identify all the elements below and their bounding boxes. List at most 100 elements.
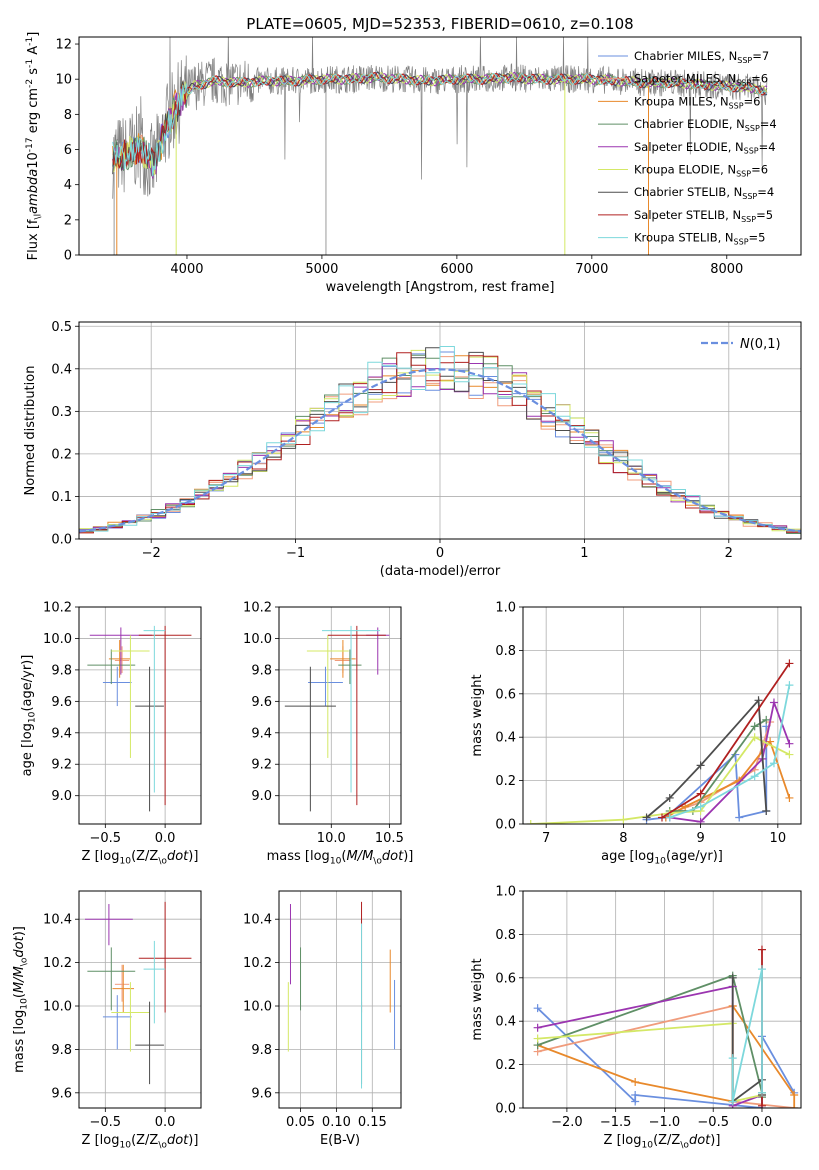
weight-marker-8 [757,965,766,974]
plot-area [287,901,396,1089]
y-tick-label: 0.2 [495,774,516,789]
legend-entry: Kroupa STELIB, NSSP=5 [634,231,765,247]
histogram-series-8 [79,346,801,539]
x-tick-label: 8 [619,831,627,846]
label-run: Kroupa STELIB, N [634,231,734,245]
weight-marker-6 [696,761,705,770]
label-run: Z [log [604,1133,642,1148]
label-run: )] [20,655,35,665]
label-run: ( [12,993,27,998]
label-run: SSP [736,169,751,178]
y-tick-label: 10.2 [43,601,72,616]
weight-marker-7 [785,659,794,668]
weight-marker-4 [769,698,778,707]
plot-area [526,659,794,824]
weight-marker-2 [631,1077,640,1086]
label-run: )] [403,849,413,864]
x-tick-label: −0.5 [90,1115,122,1130]
x-tick-label: −1.0 [649,1115,681,1130]
label-run: Salpeter MILES, N [634,72,736,86]
label-run: SSP [742,192,757,201]
x-tick-label: −0.5 [697,1115,729,1130]
x-axis-label: E(B-V) [320,1133,360,1148]
y-tick-label: 0.0 [51,533,72,548]
label-run: ( [20,706,35,711]
label-run: wavelength [Angstrom, rest frame] [326,280,555,295]
weight-series-8 [731,968,763,1102]
y-tick-label: 9.6 [251,1086,272,1101]
y-tick-label: 9.0 [251,789,272,804]
label-run: 10 [26,152,41,169]
label-run: -2 [25,79,35,88]
weight-marker-8 [769,759,778,768]
weight-marker-7 [696,789,705,798]
label-run: age/yr [20,664,35,706]
label-run: )] [710,1133,720,1148]
x-axis-label: Z [log10(Z/Z\odot)] [604,1133,721,1150]
label-run: SSP [729,101,744,110]
label-run: Chabrier MILES, N [634,49,737,63]
label-run: -1 [25,59,35,68]
legend-entry: Kroupa ELODIE, NSSP=6 [634,163,768,179]
label-run: SSP [745,124,760,133]
label-run: Kroupa MILES, N [634,94,729,108]
label-run: )] [12,926,27,936]
plot-area [284,625,390,812]
weight-marker-4 [696,817,705,824]
label-run: age [log [20,723,35,776]
x-tick-label: 10.5 [375,831,404,846]
y-tick-label: 9.8 [51,1043,72,1058]
label-run: -1 [25,37,35,46]
y-tick-label: 10.0 [243,632,272,647]
legend-entry: Chabrier ELODIE, NSSP=4 [634,117,777,133]
x-axis-label: (data-model)/error [380,564,501,579]
weight-marker-6 [762,806,771,815]
y-tick-label: 12 [55,38,72,53]
weight-marker-5 [526,820,535,824]
label-run: SSP [737,56,752,65]
weight-marker-0 [631,1090,640,1099]
label-run: \o [680,1140,689,1150]
weight-marker-8 [757,1088,766,1097]
x-tick-label: 0.0 [155,1115,176,1130]
weight-marker-8 [728,1054,737,1063]
y-axis-label: Normed distribution [23,366,38,496]
weight-marker-6 [642,813,651,822]
x-tick-label: 0 [436,546,444,561]
label-run: erg cm [26,88,41,137]
label-run: mass weight [470,958,485,1040]
age-vs-metallicity-panel: −0.5 0.09.09.29.49.69.810.010.2Z [log10(Z… [20,601,202,866]
x-tick-label: 2 [725,546,733,561]
x-tick-label: 5000 [305,262,338,277]
y-tick-label: 9.6 [251,695,272,710]
x-tick-label: 1 [580,546,588,561]
legend-entry: N(0,1) [740,337,781,352]
label-run: Flux [f [26,219,41,260]
label-run: =4 [759,140,776,154]
weight-series-0 [536,1007,795,1108]
label-run: A [26,46,41,59]
residuals-panel: −2 −1 0 1 2 0.0 0.1 0.2 0.3 0.4 0.5 (data-model)/er… [23,320,802,579]
weight-marker-5 [533,1034,542,1043]
y-tick-label: 6 [64,143,72,158]
weight-marker-0 [533,1004,542,1013]
weight-marker-7 [757,1101,766,1108]
y-tick-label: 10.2 [243,956,272,971]
age-vs-mass-panel: 10.0 10.5 9.0 9.2 9.4 9.6 9.8 10.0 10.2 mass [log… [243,601,413,867]
x-tick-label: 7 [542,831,550,846]
label-run: (data-model)/error [380,564,501,579]
y-axis-label: mass weight [470,674,485,756]
label-run: age/yr [671,849,713,864]
label-run: SSP [741,215,756,224]
x-tick-label: −2 [142,546,161,561]
label-run: dot [12,935,27,957]
x-tick-label: 10.0 [317,831,346,846]
axes-frame [278,890,402,1109]
weight-marker-6 [665,793,674,802]
label-run: =5 [749,231,766,245]
y-tick-label: 10.0 [243,1000,272,1015]
legend-entry: Chabrier MILES, NSSP=7 [634,49,769,65]
legend-entry: Kroupa MILES, NSSP=6 [634,94,760,110]
x-tick-label: 0.0 [752,1115,773,1130]
